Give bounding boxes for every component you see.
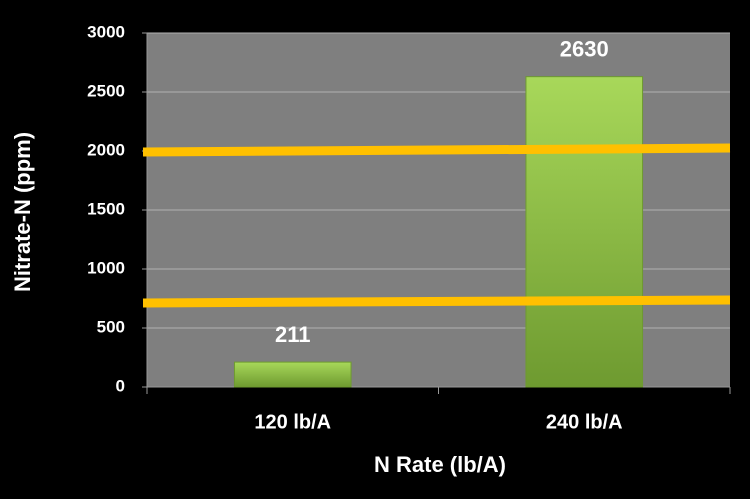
y-tick-label: 2000 xyxy=(87,140,125,159)
y-axis-title: Nitrate-N (ppm) xyxy=(10,132,35,292)
data-label: 211 xyxy=(275,322,311,347)
y-tick-label: 2500 xyxy=(87,81,125,100)
y-tick-label: 500 xyxy=(97,317,125,336)
bar xyxy=(233,361,352,388)
y-tick-label: 0 xyxy=(116,376,125,395)
data-label: 2630 xyxy=(560,36,609,61)
y-tick-label: 1500 xyxy=(87,199,125,218)
y-tick-label: 1000 xyxy=(87,258,125,277)
x-tick-label: 240 lb/A xyxy=(546,411,623,433)
reference-line xyxy=(142,295,731,308)
x-axis-title: N Rate (lb/A) xyxy=(374,452,506,477)
y-tick-label: 3000 xyxy=(87,22,125,41)
x-tick-label: 120 lb/A xyxy=(254,411,331,433)
bar xyxy=(525,76,644,388)
reference-line xyxy=(142,143,731,157)
